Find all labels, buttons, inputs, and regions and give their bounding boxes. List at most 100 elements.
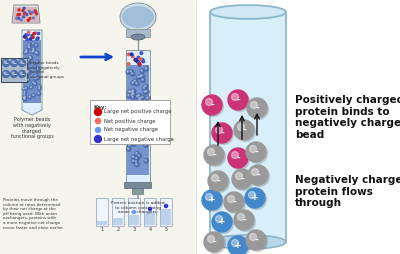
Text: 1: 1 [100, 227, 104, 232]
Circle shape [32, 47, 36, 51]
Circle shape [12, 61, 14, 63]
Circle shape [27, 61, 30, 64]
Circle shape [138, 98, 140, 99]
Circle shape [133, 142, 134, 144]
Circle shape [214, 214, 234, 233]
Text: +: + [218, 217, 226, 227]
Circle shape [132, 156, 134, 157]
Text: +: + [251, 194, 259, 202]
Circle shape [236, 172, 242, 180]
Circle shape [36, 76, 40, 80]
Text: Large net negative charge: Large net negative charge [104, 136, 174, 141]
Circle shape [238, 123, 244, 131]
Circle shape [30, 86, 33, 89]
Circle shape [234, 210, 254, 230]
Circle shape [132, 96, 133, 97]
Circle shape [127, 139, 131, 144]
Circle shape [216, 126, 222, 134]
Circle shape [33, 50, 34, 51]
Ellipse shape [120, 3, 156, 31]
Circle shape [36, 52, 39, 55]
Circle shape [138, 76, 139, 77]
Circle shape [143, 133, 147, 137]
Circle shape [141, 70, 142, 71]
Circle shape [25, 87, 26, 88]
Circle shape [136, 117, 140, 121]
Circle shape [28, 10, 30, 12]
Circle shape [139, 75, 143, 79]
FancyBboxPatch shape [160, 198, 172, 226]
Text: 5: 5 [164, 227, 168, 232]
Circle shape [143, 90, 148, 94]
Circle shape [228, 148, 248, 168]
Ellipse shape [210, 235, 286, 249]
Circle shape [142, 60, 145, 63]
Circle shape [204, 145, 224, 165]
Circle shape [135, 163, 139, 167]
Circle shape [28, 72, 29, 73]
Circle shape [142, 86, 146, 90]
Circle shape [128, 140, 129, 141]
Circle shape [248, 144, 268, 164]
Circle shape [144, 143, 148, 147]
Circle shape [129, 70, 134, 74]
Circle shape [131, 81, 136, 85]
Circle shape [128, 148, 129, 149]
Circle shape [131, 94, 132, 95]
Circle shape [133, 103, 137, 107]
Circle shape [142, 102, 146, 106]
Circle shape [208, 149, 214, 155]
Circle shape [32, 49, 36, 53]
Circle shape [133, 93, 134, 94]
Circle shape [127, 71, 128, 72]
Circle shape [140, 75, 141, 77]
Circle shape [140, 74, 144, 78]
Polygon shape [13, 7, 39, 22]
Circle shape [134, 80, 135, 82]
FancyBboxPatch shape [90, 100, 170, 144]
Circle shape [129, 107, 131, 109]
Circle shape [128, 106, 133, 111]
Circle shape [132, 142, 136, 146]
Circle shape [24, 59, 25, 60]
Circle shape [27, 70, 30, 74]
Circle shape [137, 75, 141, 80]
Circle shape [28, 43, 31, 46]
Text: Net positive charge: Net positive charge [104, 119, 156, 123]
FancyBboxPatch shape [124, 183, 152, 188]
Circle shape [127, 90, 131, 94]
Circle shape [137, 93, 142, 98]
Circle shape [23, 13, 25, 14]
Circle shape [34, 82, 37, 86]
Text: 4: 4 [148, 227, 152, 232]
Circle shape [25, 36, 27, 39]
Circle shape [143, 107, 148, 111]
Circle shape [37, 68, 38, 69]
Circle shape [250, 102, 258, 108]
Circle shape [4, 61, 6, 63]
Circle shape [138, 63, 141, 65]
Circle shape [140, 69, 144, 73]
Circle shape [24, 12, 26, 13]
Circle shape [32, 94, 35, 97]
Circle shape [145, 89, 149, 94]
Circle shape [10, 71, 18, 77]
Circle shape [24, 98, 27, 101]
Circle shape [140, 106, 144, 111]
Circle shape [34, 83, 36, 84]
Circle shape [35, 51, 38, 54]
Circle shape [164, 204, 168, 208]
Circle shape [25, 34, 27, 36]
FancyBboxPatch shape [161, 209, 171, 225]
Text: Large net positive charge: Large net positive charge [104, 109, 172, 115]
Circle shape [234, 170, 254, 190]
Text: -: - [210, 101, 214, 109]
Circle shape [34, 66, 35, 67]
Circle shape [23, 95, 27, 99]
Circle shape [38, 85, 41, 88]
Circle shape [20, 61, 22, 63]
Circle shape [142, 123, 147, 128]
Circle shape [27, 34, 29, 36]
Circle shape [127, 107, 132, 112]
Circle shape [24, 52, 26, 53]
